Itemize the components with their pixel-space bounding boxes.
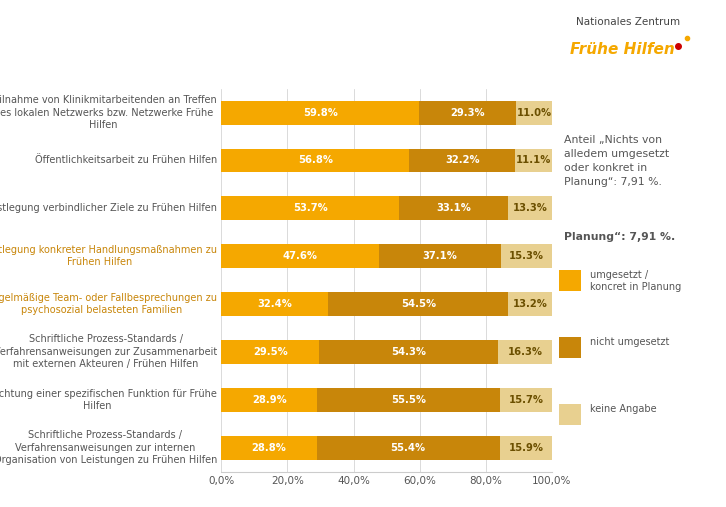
Bar [409,149,515,172]
Bar [419,101,515,125]
Text: 28.8%: 28.8% [252,443,287,453]
Text: 56.8%: 56.8% [298,156,333,165]
Text: umgesetzt /
koncret in Planung: umgesetzt / koncret in Planung [590,270,681,292]
Text: Umsetzungsstand von „Lotsensystemen“: Umsetzungsstand von „Lotsensystemen“ [14,17,420,34]
Text: Planung“: 7,91 %.: Planung“: 7,91 %. [564,232,675,242]
Bar [221,292,328,316]
Text: 29.3%: 29.3% [450,107,485,118]
Text: Nationales Zentrum: Nationales Zentrum [576,17,680,27]
Bar [559,404,581,425]
Text: 55.4%: 55.4% [391,443,425,453]
Bar [508,196,552,221]
Text: Frühe Hilfen: Frühe Hilfen [571,42,675,57]
Text: 15.9%: 15.9% [508,443,543,453]
Bar [221,101,419,125]
Text: 37.1%: 37.1% [423,251,457,261]
Bar [499,436,552,459]
Text: Schriftliche Prozess-Standards /
Verfahrensanweisungen zur Zusammenarbeit
mit ex: Schriftliche Prozess-Standards / Verfahr… [0,335,217,369]
Text: Schriftliche Prozess-Standards /
Verfahrensanweisungen zur internen
Organisation: Schriftliche Prozess-Standards / Verfahr… [0,430,217,465]
Text: 55.5%: 55.5% [391,395,426,405]
Text: 13.3%: 13.3% [513,203,547,213]
Bar [317,388,500,412]
Text: Festlegung verbindlicher Ziele zu Frühen Hilfen: Festlegung verbindlicher Ziele zu Frühen… [0,203,217,213]
Text: 15.3%: 15.3% [509,251,544,261]
Bar [221,149,409,172]
Text: Festlegung konkreter Handlungsmaßnahmen zu
Frühen Hilfen: Festlegung konkreter Handlungsmaßnahmen … [0,245,217,267]
Text: Teilnahme von Klinikmitarbeitenden an Treffen
des lokalen Netzwerks bzw. Netzwer: Teilnahme von Klinikmitarbeitenden an Tr… [0,95,217,130]
Text: 29.5%: 29.5% [253,347,287,357]
Bar [501,244,552,268]
Bar [498,340,552,364]
Text: 47.6%: 47.6% [282,251,317,261]
Text: keine Angabe: keine Angabe [590,404,656,414]
Text: 28.9%: 28.9% [252,395,287,405]
Text: 53.7%: 53.7% [293,203,327,213]
Text: 13.2%: 13.2% [513,299,547,309]
Text: 59.8%: 59.8% [303,107,338,118]
Bar [515,149,552,172]
Bar [508,292,552,316]
Bar [559,337,581,357]
Bar [319,340,498,364]
Bar [221,340,319,364]
Text: 16.3%: 16.3% [507,347,542,357]
Bar [221,196,399,221]
Text: Regelmäßige Team- oder Fallbesprechungen zu
psychosozial belasteten Familien: Regelmäßige Team- oder Fallbesprechungen… [0,293,217,315]
Text: 32.4%: 32.4% [258,299,293,309]
Text: 11.1%: 11.1% [516,156,552,165]
Bar [221,244,379,268]
Bar [221,388,317,412]
Text: 33.1%: 33.1% [436,203,471,213]
Text: Anteil „Nichts von
alledem umgesetzt
oder konkret in
Planung“: 7,91 %.: Anteil „Nichts von alledem umgesetzt ode… [564,135,669,187]
Bar [317,436,499,459]
Bar [379,244,501,268]
Bar [399,196,508,221]
Text: nicht umgesetzt: nicht umgesetzt [590,337,669,347]
Text: 15.7%: 15.7% [509,395,544,405]
Bar [328,292,508,316]
Text: 11.0%: 11.0% [516,107,552,118]
Bar [500,388,552,412]
Text: 54.3%: 54.3% [391,347,426,357]
Text: Öffentlichkeitsarbeit zu Frühen Hilfen: Öffentlichkeitsarbeit zu Frühen Hilfen [35,156,217,165]
Bar [515,101,552,125]
Text: bzw. Lotsenaktivitäten in Geburtskliniken: bzw. Lotsenaktivitäten in Geburtsklinike… [14,51,423,69]
Text: Einrichtung einer spezifischen Funktion für Frühe
Hilfen: Einrichtung einer spezifischen Funktion … [0,388,217,411]
Bar [559,270,581,291]
Bar [221,436,317,459]
Text: 32.2%: 32.2% [445,156,480,165]
Text: 54.5%: 54.5% [401,299,436,309]
